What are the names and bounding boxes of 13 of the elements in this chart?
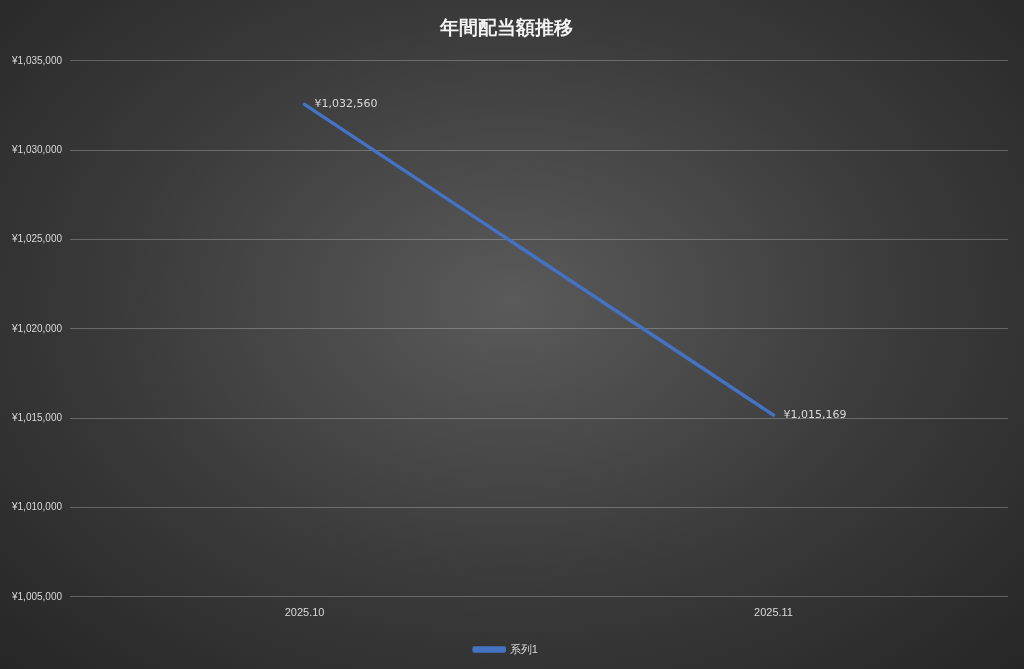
x-tick-label: 2025.11 xyxy=(754,606,793,619)
y-tick-label: ¥1,010,000 xyxy=(10,501,63,513)
y-tick-label: ¥1,025,000 xyxy=(10,233,63,245)
x-tick-label: 2025.10 xyxy=(284,606,325,619)
data-label: ¥1,015,169 xyxy=(783,407,847,421)
y-tick-label: ¥1,030,000 xyxy=(10,143,63,155)
y-tick-label: ¥1,015,000 xyxy=(10,411,63,423)
y-tick-label: ¥1,020,000 xyxy=(10,322,63,334)
legend-label: 系列1 xyxy=(509,642,538,655)
chart-title: 年間配当額推移 xyxy=(438,16,573,39)
y-tick-label: ¥1,035,000 xyxy=(10,54,63,66)
y-tick-label: ¥1,005,000 xyxy=(10,590,63,602)
data-label: ¥1,032,560 xyxy=(314,97,378,111)
